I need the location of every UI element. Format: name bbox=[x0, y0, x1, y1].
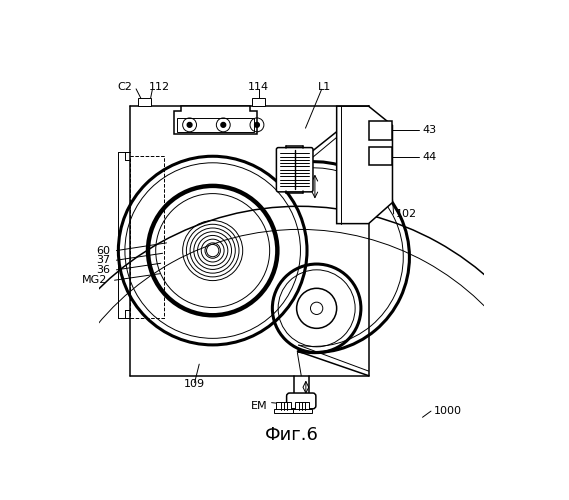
Text: 43: 43 bbox=[423, 126, 436, 136]
Polygon shape bbox=[337, 106, 393, 224]
Text: 114: 114 bbox=[248, 82, 270, 92]
Text: C2: C2 bbox=[117, 82, 132, 92]
Polygon shape bbox=[174, 106, 257, 134]
Bar bbox=[138, 98, 151, 106]
Text: EM: EM bbox=[251, 400, 268, 410]
Bar bbox=[252, 98, 265, 106]
Circle shape bbox=[311, 302, 323, 314]
Text: 36: 36 bbox=[96, 265, 110, 275]
Text: Фиг.6: Фиг.6 bbox=[265, 426, 319, 444]
Text: MG2: MG2 bbox=[82, 275, 108, 285]
FancyBboxPatch shape bbox=[287, 393, 316, 409]
Text: 109: 109 bbox=[184, 379, 205, 389]
Bar bbox=[295, 402, 310, 410]
Text: 102: 102 bbox=[395, 209, 417, 219]
Text: 60: 60 bbox=[96, 246, 110, 256]
Text: L1: L1 bbox=[318, 82, 331, 92]
Text: 112: 112 bbox=[149, 82, 170, 92]
Bar bbox=[274, 409, 294, 413]
FancyBboxPatch shape bbox=[277, 148, 313, 192]
Circle shape bbox=[221, 122, 225, 127]
Bar bbox=[369, 147, 391, 166]
Bar bbox=[130, 156, 164, 318]
Circle shape bbox=[207, 244, 219, 256]
Bar bbox=[293, 409, 312, 413]
Circle shape bbox=[187, 122, 192, 127]
Text: 44: 44 bbox=[423, 152, 437, 162]
Bar bbox=[369, 121, 391, 140]
Circle shape bbox=[255, 122, 259, 127]
Text: 1000: 1000 bbox=[434, 406, 462, 416]
Text: 37: 37 bbox=[96, 255, 110, 265]
Bar bbox=[178, 118, 254, 132]
Bar bbox=[276, 402, 291, 410]
